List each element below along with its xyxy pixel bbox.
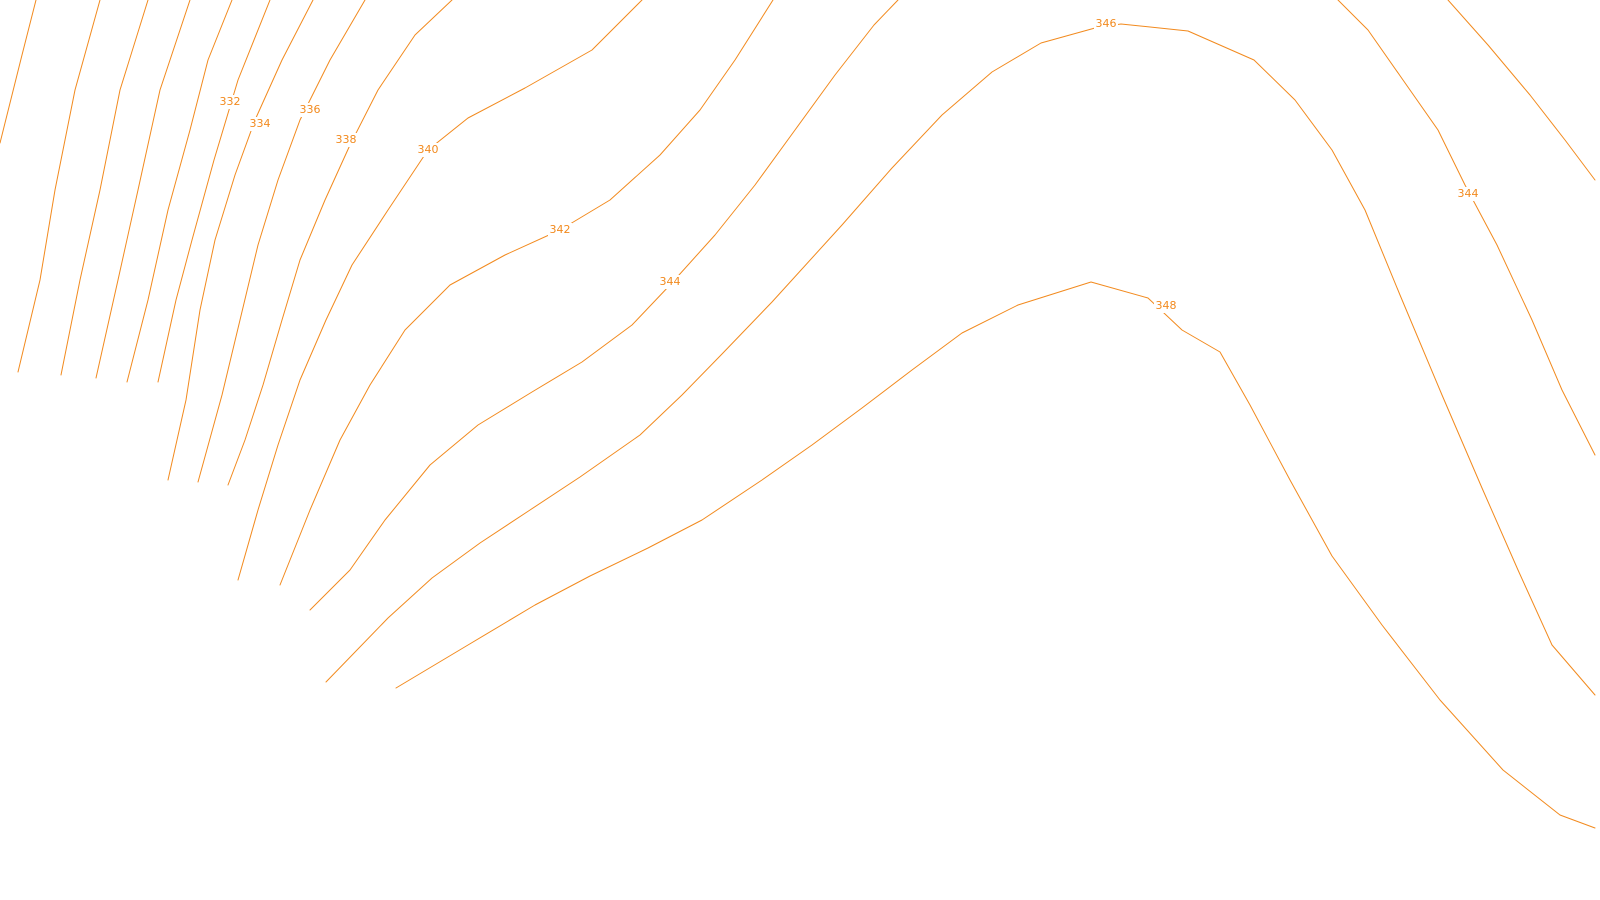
contour-line-344-outer	[1337, 0, 1596, 456]
contour-label-text: 338	[336, 133, 357, 146]
contour-label-338: 338	[334, 133, 358, 147]
contour-line-346	[325, 23, 1596, 696]
contour-label-text: 342	[550, 223, 571, 236]
contour-line	[1447, 0, 1596, 181]
contour-line-344	[309, 0, 899, 611]
contour-line-340	[237, 0, 643, 581]
contour-label-336: 336	[298, 103, 322, 117]
contour-label-text: 346	[1096, 17, 1117, 30]
contour-label-332: 332	[218, 95, 242, 109]
contour-label-342: 342	[548, 223, 572, 237]
contour-label-text: 336	[300, 103, 321, 116]
contour-label-344-outer: 344	[1456, 187, 1480, 201]
contour-line	[126, 0, 233, 383]
contour-line	[0, 0, 37, 144]
contour-line	[60, 0, 149, 376]
contour-lines	[0, 0, 1596, 829]
contour-label-348: 348	[1154, 299, 1178, 313]
contour-line	[157, 0, 271, 383]
contour-label-text: 334	[250, 117, 271, 130]
contour-label-334: 334	[248, 117, 272, 131]
contour-line-338	[227, 0, 453, 486]
contour-label-346: 346	[1094, 17, 1118, 31]
contour-line	[197, 0, 366, 483]
contour-label-text: 348	[1156, 299, 1177, 312]
contour-line	[167, 0, 314, 481]
contour-label-344: 344	[658, 275, 682, 289]
contour-line	[95, 0, 191, 379]
contour-label-text: 344	[1458, 187, 1479, 200]
contour-label-340: 340	[416, 143, 440, 157]
contour-line-342	[279, 0, 774, 586]
contour-line-348	[395, 281, 1596, 829]
contour-label-text: 332	[220, 95, 241, 108]
contour-labels: 332 334 336 338 340 342 344 346	[218, 17, 1480, 313]
contour-label-text: 344	[660, 275, 681, 288]
contour-line	[17, 0, 101, 373]
contour-label-text: 340	[418, 143, 439, 156]
